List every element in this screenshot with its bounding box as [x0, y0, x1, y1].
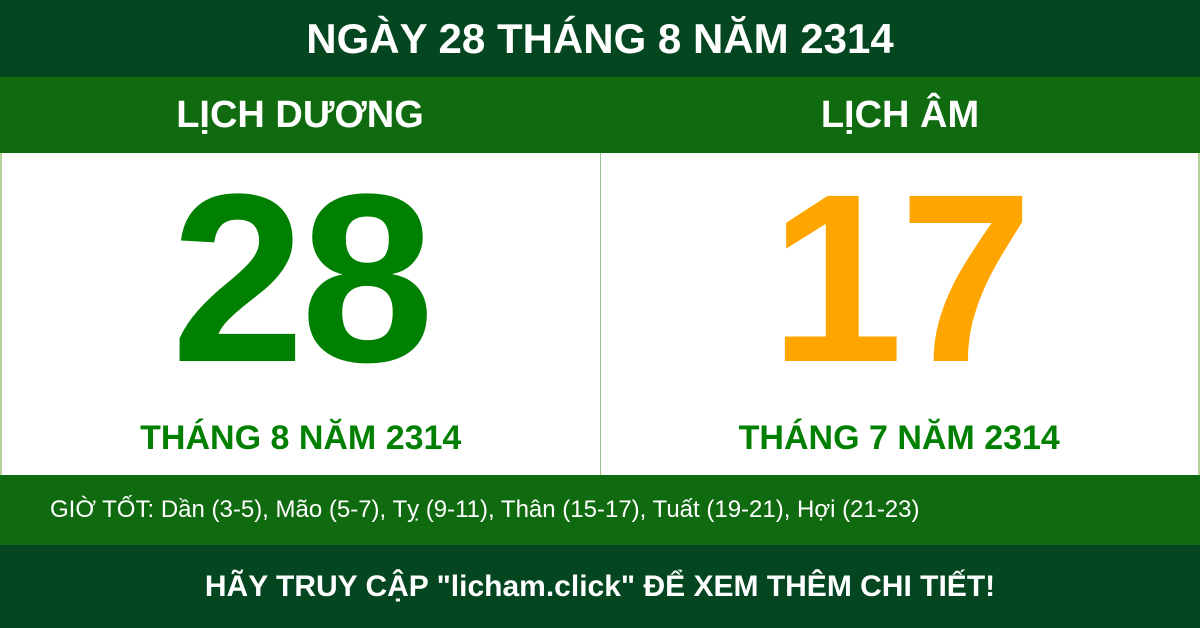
footer-cta: HÃY TRUY CẬP "licham.click" ĐỂ XEM THÊM … — [0, 545, 1200, 628]
lunar-month-year: THÁNG 7 NĂM 2314 — [738, 419, 1060, 457]
good-hours: GIỜ TỐT: Dần (3-5), Mão (5-7), Tỵ (9-11)… — [0, 475, 1200, 545]
lunar-label: LỊCH ÂM — [820, 93, 980, 136]
lunar-day: 17 — [769, 144, 1033, 412]
solar-day: 28 — [171, 144, 434, 412]
calendar-headers: LỊCH DƯƠNG LỊCH ÂM — [0, 77, 1200, 153]
solar-month-year: THÁNG 8 NĂM 2314 — [140, 419, 462, 457]
solar-label: LỊCH DƯƠNG — [176, 93, 424, 136]
page-title: NGÀY 28 THÁNG 8 NĂM 2314 — [0, 0, 1200, 77]
calendar-body: 28 THÁNG 8 NĂM 2314 17 THÁNG 7 NĂM 2314 — [0, 153, 1200, 475]
solar-column: 28 THÁNG 8 NĂM 2314 — [2, 153, 600, 475]
lunar-column: 17 THÁNG 7 NĂM 2314 — [599, 144, 1199, 475]
